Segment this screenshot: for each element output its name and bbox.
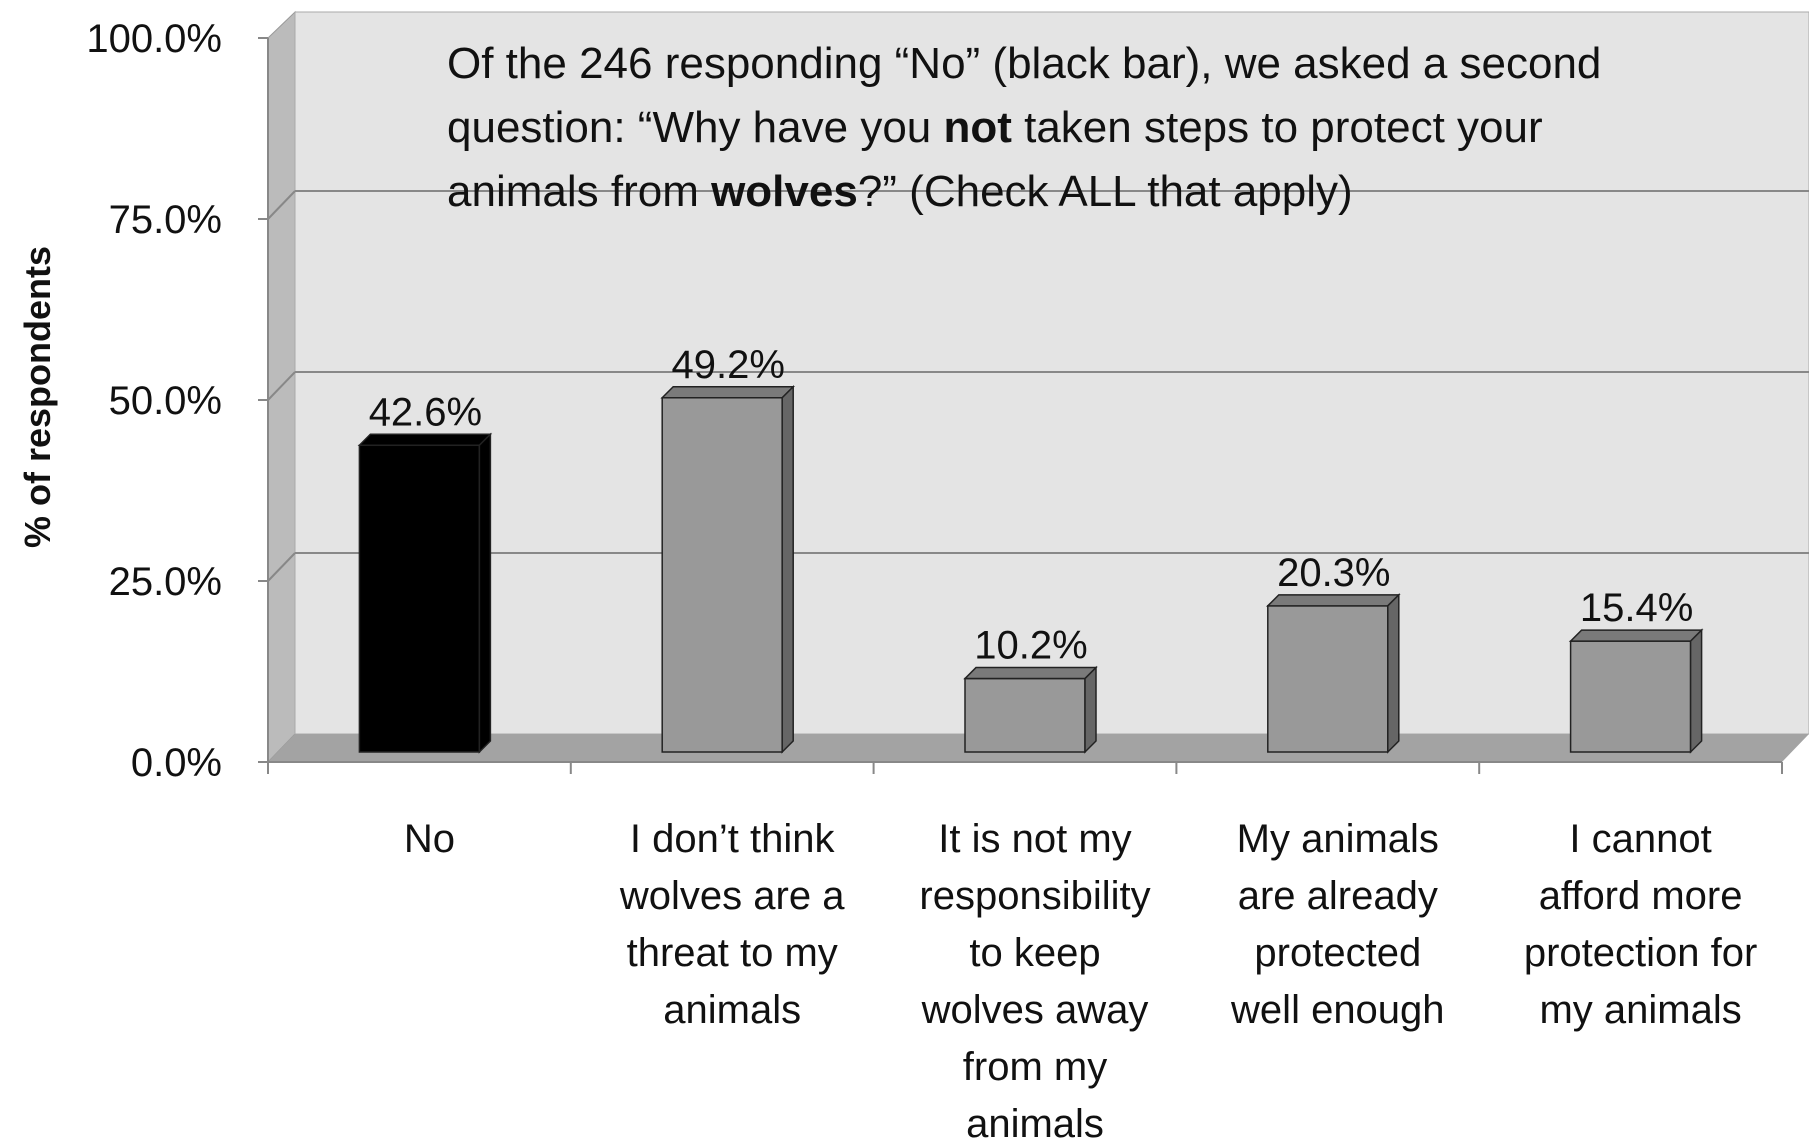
category-label-line: animals: [663, 988, 801, 1032]
data-label: 49.2%: [671, 343, 784, 387]
category-label-line: well enough: [1230, 988, 1445, 1032]
category-labels: No I don’t think wolves are a threat to my a…: [404, 817, 1758, 1144]
category-label: No: [404, 817, 455, 861]
bar-front: [661, 397, 783, 753]
category-label-line: No: [404, 817, 455, 861]
category-label-line: It is not my: [938, 817, 1131, 861]
category-label-line: wolves are a: [619, 874, 845, 918]
bar-front: [1569, 640, 1692, 753]
bar-top: [660, 386, 796, 399]
gridline-side: [267, 190, 296, 220]
gridline-side: [267, 371, 296, 401]
bar: [963, 665, 1098, 754]
bar-top: [1568, 629, 1704, 642]
y-tick-label: 75.0%: [109, 198, 222, 242]
category-label-line: protection for: [1524, 931, 1757, 975]
annotation-line-1: Of the 246 responding “No” (black bar), …: [447, 39, 1601, 88]
data-labels: 42.6% 49.2% 10.2% 20.3% 15.4%: [369, 343, 1694, 668]
annotation: Of the 246 responding “No” (black bar), …: [447, 39, 1601, 216]
category-label-line: animals: [966, 1102, 1104, 1144]
y-axis-ticks: 0.0% 25.0% 50.0% 75.0% 100.0%: [86, 17, 268, 785]
annotation-line-2-a: question: “Why have you: [447, 103, 943, 152]
category-label-line: protected: [1254, 931, 1421, 975]
bar-top: [357, 433, 493, 447]
annotation-line-2-b: taken steps to protect your: [1012, 103, 1543, 152]
bar-top: [1265, 594, 1401, 607]
data-label: 42.6%: [369, 390, 482, 434]
bar-side: [1084, 665, 1097, 754]
bar-front: [1267, 605, 1389, 753]
data-label: 15.4%: [1580, 586, 1693, 630]
bar-top: [963, 666, 1098, 680]
annotation-line-2-bold: not: [943, 103, 1012, 152]
annotation-line-3-b: ?” (Check ALL that apply): [858, 167, 1353, 216]
y-tick-label: 25.0%: [109, 560, 222, 604]
bars: [357, 384, 1704, 754]
y-tick-label: 0.0%: [131, 741, 222, 785]
bar-side: [781, 384, 794, 754]
bar-front: [964, 677, 1086, 753]
category-label-line: are already: [1238, 874, 1438, 918]
bar: [1265, 593, 1401, 754]
category-label-line: wolves away: [921, 988, 1149, 1032]
y-tick-label: 100.0%: [86, 17, 222, 61]
category-label: My animals are already protected well enoug…: [1230, 817, 1445, 1032]
y-tick-label: 50.0%: [109, 379, 222, 423]
gridline-side: [267, 552, 296, 582]
category-label-line: my animals: [1539, 988, 1741, 1032]
y-axis-title: % of respondents: [17, 246, 58, 548]
category-label-line: to keep: [969, 931, 1100, 975]
annotation-line-3-bold: wolves: [710, 167, 858, 216]
annotation-line-2: question: “Why have you not taken steps …: [447, 103, 1543, 152]
bar-side: [1387, 593, 1400, 754]
category-label-line: from my: [963, 1045, 1107, 1089]
data-label: 10.2%: [974, 624, 1087, 668]
gridlines: [267, 190, 1809, 582]
category-label-line: I cannot: [1569, 817, 1711, 861]
bar: [357, 432, 493, 754]
annotation-line-3: animals from wolves?” (Check ALL that ap…: [447, 167, 1353, 216]
x-axis-ticks: [267, 762, 1783, 774]
data-label: 20.3%: [1277, 551, 1390, 595]
bar-front: [358, 444, 481, 753]
category-label: I don’t think wolves are a threat to my ani…: [619, 817, 845, 1032]
category-label-line: I don’t think: [630, 817, 836, 861]
category-label: It is not my responsibility to keep wolves …: [919, 817, 1150, 1144]
category-label: I cannot afford more protection for my anim…: [1524, 817, 1757, 1032]
category-label-line: threat to my: [627, 931, 838, 975]
annotation-line-3-a: animals from: [447, 167, 711, 216]
category-label-line: responsibility: [919, 874, 1150, 918]
category-label-line: afford more: [1539, 874, 1743, 918]
bar: [660, 384, 796, 754]
category-label-line: My animals: [1237, 817, 1439, 861]
bar: [1568, 628, 1704, 754]
bar-side: [478, 432, 492, 754]
bar-side: [1689, 628, 1703, 754]
